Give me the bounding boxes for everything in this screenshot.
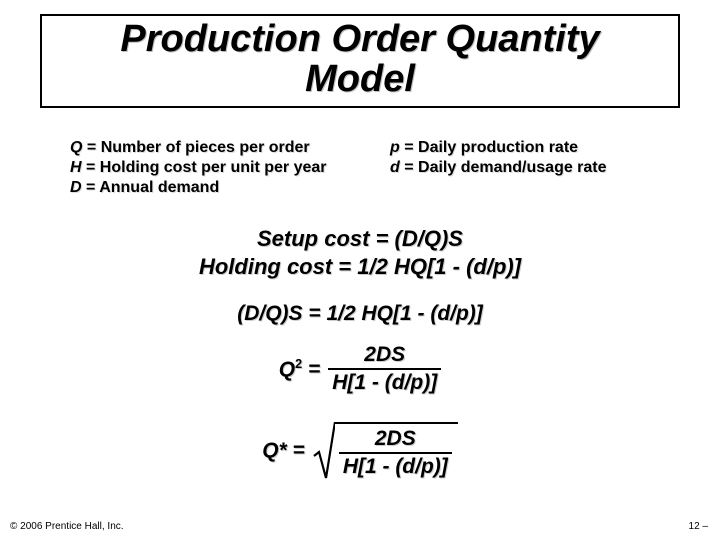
fraction-bar xyxy=(339,452,452,454)
equation-holding-cost: Holding cost = 1/2 HQ[1 - (d/p)] xyxy=(0,254,720,280)
qstar-denominator: H[1 - (d/p)] xyxy=(339,456,452,478)
q2-denominator: H[1 - (d/p)] xyxy=(328,372,441,394)
slide: Production Order Quantity Model Q = Numb… xyxy=(0,0,720,540)
equation-q-star: Q* = 2DS H[1 - (d/p)] xyxy=(0,422,720,480)
defs-right-column: p = Daily production rate d = Daily dema… xyxy=(390,138,670,198)
square-root: 2DS H[1 - (d/p)] xyxy=(313,422,458,480)
def-d-lower: d = Daily demand/usage rate xyxy=(390,158,670,178)
qstar-fraction: 2DS H[1 - (d/p)] xyxy=(339,428,452,478)
qstar-lhs: Q* = xyxy=(262,439,305,463)
equation-balance: (D/Q)S = 1/2 HQ[1 - (d/p)] xyxy=(0,302,720,326)
radical-icon xyxy=(313,422,335,480)
fraction-bar xyxy=(328,368,441,370)
variable-definitions: Q = Number of pieces per order H = Holdi… xyxy=(70,138,670,198)
q2-fraction: 2DS H[1 - (d/p)] xyxy=(328,344,441,394)
defs-left-column: Q = Number of pieces per order H = Holdi… xyxy=(70,138,390,198)
radicand: 2DS H[1 - (d/p)] xyxy=(335,422,458,480)
equation-setup-cost: Setup cost = (D/Q)S xyxy=(0,226,720,252)
q2-lhs: Q2 = xyxy=(279,357,320,382)
def-d-upper: D = Annual demand xyxy=(70,178,390,198)
qstar-numerator: 2DS xyxy=(371,428,420,450)
page-title: Production Order Quantity Model xyxy=(50,20,670,100)
title-line-2: Model xyxy=(305,58,415,100)
def-q: Q = Number of pieces per order xyxy=(70,138,390,158)
title-line-1: Production Order Quantity xyxy=(120,18,599,60)
def-h: H = Holding cost per unit per year xyxy=(70,158,390,178)
title-box: Production Order Quantity Model xyxy=(40,14,680,108)
copyright-text: © 2006 Prentice Hall, Inc. xyxy=(10,521,124,532)
def-p: p = Daily production rate xyxy=(390,138,670,158)
page-number: 12 – xyxy=(689,521,708,532)
equation-q-squared: Q2 = 2DS H[1 - (d/p)] xyxy=(0,344,720,394)
q2-numerator: 2DS xyxy=(360,344,409,366)
